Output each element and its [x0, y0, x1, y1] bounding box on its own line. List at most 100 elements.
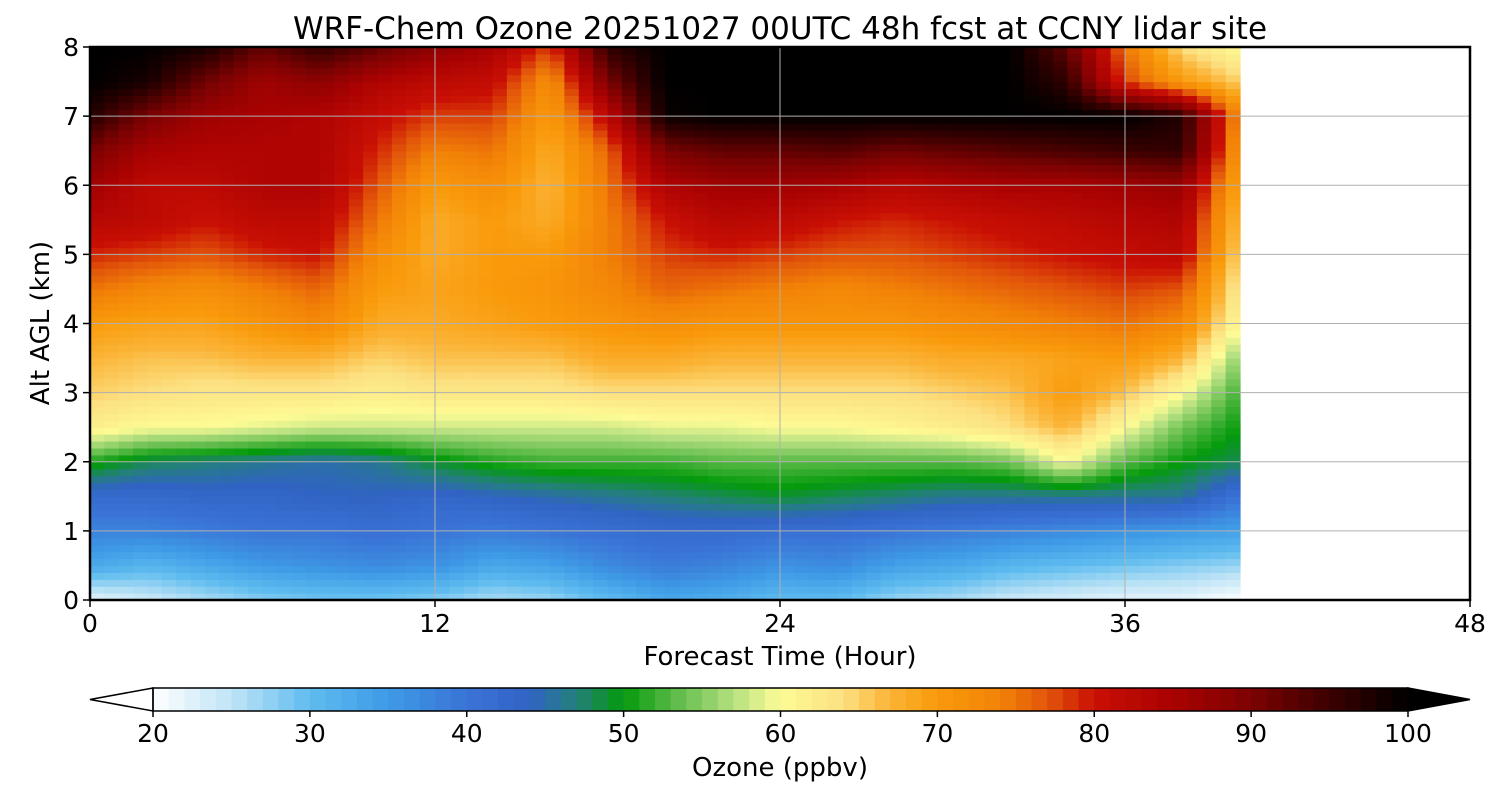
- heatmap-cell: [449, 81, 465, 90]
- heatmap-cell: [578, 136, 594, 145]
- heatmap-cell: [837, 371, 853, 380]
- heatmap-cell: [923, 123, 939, 131]
- heatmap-cell: [233, 212, 249, 221]
- heatmap-cell: [981, 586, 997, 594]
- heatmap-cell: [593, 150, 609, 159]
- heatmap-cell: [449, 579, 465, 587]
- heatmap-cell: [435, 413, 450, 421]
- heatmap-cell: [808, 247, 824, 255]
- heatmap-cell: [161, 233, 177, 242]
- heatmap-cell: [190, 240, 206, 249]
- heatmap-cell: [276, 302, 292, 311]
- heatmap-cell: [593, 129, 609, 138]
- heatmap-cell: [161, 212, 177, 221]
- heatmap-cell: [981, 434, 997, 442]
- heatmap-cell: [118, 261, 134, 269]
- heatmap-cell: [751, 261, 767, 269]
- heatmap-cell: [909, 247, 925, 255]
- heatmap-cell: [736, 523, 752, 532]
- heatmap-cell: [751, 192, 767, 200]
- heatmap-cell: [348, 157, 364, 166]
- heatmap-cell: [550, 593, 565, 600]
- heatmap-cell: [923, 67, 939, 76]
- heatmap-cell: [506, 143, 522, 152]
- heatmap-cell: [837, 434, 853, 442]
- heatmap-cell: [636, 496, 652, 504]
- heatmap-cell: [607, 171, 623, 179]
- heatmap-cell: [550, 116, 565, 124]
- heatmap-cell: [420, 530, 436, 539]
- heatmap-cell: [391, 468, 407, 477]
- heatmap-cell: [291, 226, 307, 235]
- heatmap-cell: [636, 60, 652, 69]
- heatmap-cell: [320, 53, 335, 62]
- heatmap-cell: [722, 60, 738, 69]
- heatmap-cell: [176, 496, 192, 504]
- heatmap-cell: [736, 129, 752, 138]
- heatmap-cell: [952, 544, 968, 553]
- heatmap-cell: [722, 586, 738, 594]
- heatmap-cell: [176, 199, 192, 207]
- heatmap-cell: [722, 109, 738, 117]
- heatmap-cell: [679, 413, 695, 421]
- heatmap-cell: [320, 523, 335, 532]
- heatmap-cell: [578, 351, 594, 359]
- heatmap-cell: [938, 454, 954, 463]
- heatmap-cell: [578, 233, 594, 242]
- heatmap-cell: [808, 392, 824, 401]
- heatmap-cell: [463, 302, 479, 311]
- heatmap-cell: [133, 323, 149, 332]
- heatmap-cell: [679, 102, 695, 110]
- heatmap-cell: [593, 226, 609, 235]
- heatmap-cell: [981, 551, 997, 560]
- heatmap-cell: [147, 441, 163, 449]
- heatmap-cell: [621, 427, 637, 435]
- heatmap-cell: [550, 517, 565, 525]
- heatmap-cell: [808, 143, 824, 152]
- heatmap-cell: [363, 579, 379, 587]
- heatmap-cell: [794, 358, 810, 366]
- heatmap-cell: [895, 302, 910, 311]
- heatmap-cell: [406, 461, 422, 470]
- heatmap-cell: [866, 392, 882, 401]
- heatmap-cell: [190, 510, 206, 518]
- heatmap-cell: [794, 47, 810, 55]
- heatmap-cell: [550, 178, 565, 186]
- heatmap-cell: [693, 288, 709, 297]
- heatmap-cell: [90, 164, 105, 173]
- heatmap-cell: [823, 489, 839, 497]
- heatmap-cell: [104, 572, 120, 580]
- heatmap-cell: [938, 150, 954, 159]
- heatmap-cell: [406, 579, 422, 587]
- heatmap-cell: [966, 454, 982, 463]
- heatmap-cell: [665, 441, 680, 449]
- heatmap-cell: [578, 468, 594, 477]
- heatmap-cell: [435, 157, 450, 166]
- heatmap-cell: [104, 441, 120, 449]
- heatmap-cell: [866, 205, 882, 214]
- heatmap-cell: [794, 323, 810, 332]
- heatmap-cell: [535, 240, 551, 249]
- heatmap-cell: [435, 523, 450, 532]
- heatmap-cell: [161, 565, 177, 573]
- heatmap-cell: [147, 517, 163, 525]
- heatmap-cell: [708, 496, 724, 504]
- heatmap-cell: [248, 586, 264, 594]
- heatmap-cell: [808, 129, 824, 138]
- heatmap-cell: [550, 268, 565, 276]
- heatmap-cell: [751, 468, 767, 477]
- heatmap-cell: [693, 81, 709, 90]
- heatmap-cell: [463, 364, 479, 373]
- heatmap-cell: [593, 205, 609, 214]
- heatmap-cell: [492, 579, 508, 587]
- heatmap-cell: [765, 330, 781, 338]
- heatmap-cell: [90, 47, 105, 55]
- heatmap-cell: [665, 60, 680, 69]
- heatmap-cell: [291, 178, 307, 186]
- heatmap-cell: [320, 337, 335, 345]
- heatmap-cell: [262, 420, 278, 428]
- heatmap-cell: [535, 454, 551, 463]
- heatmap-cell: [406, 482, 422, 490]
- heatmap-cell: [679, 226, 695, 235]
- heatmap-cell: [966, 178, 982, 186]
